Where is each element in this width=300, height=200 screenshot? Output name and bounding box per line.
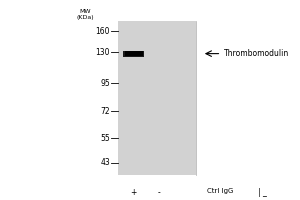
Text: 130: 130: [95, 48, 110, 57]
Text: -: -: [158, 188, 160, 197]
Text: MW
(KDa): MW (KDa): [76, 9, 94, 20]
Text: 160: 160: [95, 27, 110, 36]
Bar: [123, 51, 144, 57]
Bar: [118, 21, 196, 175]
Text: Thrombomodulin: Thrombomodulin: [224, 49, 290, 58]
Text: | _: | _: [258, 188, 266, 197]
Text: +: +: [130, 188, 137, 197]
Text: 95: 95: [100, 79, 110, 88]
Bar: [124, 51, 143, 56]
Text: 55: 55: [100, 134, 110, 143]
Text: 72: 72: [100, 107, 110, 116]
Text: 43: 43: [100, 158, 110, 167]
Text: Ctrl IgG: Ctrl IgG: [208, 188, 234, 194]
